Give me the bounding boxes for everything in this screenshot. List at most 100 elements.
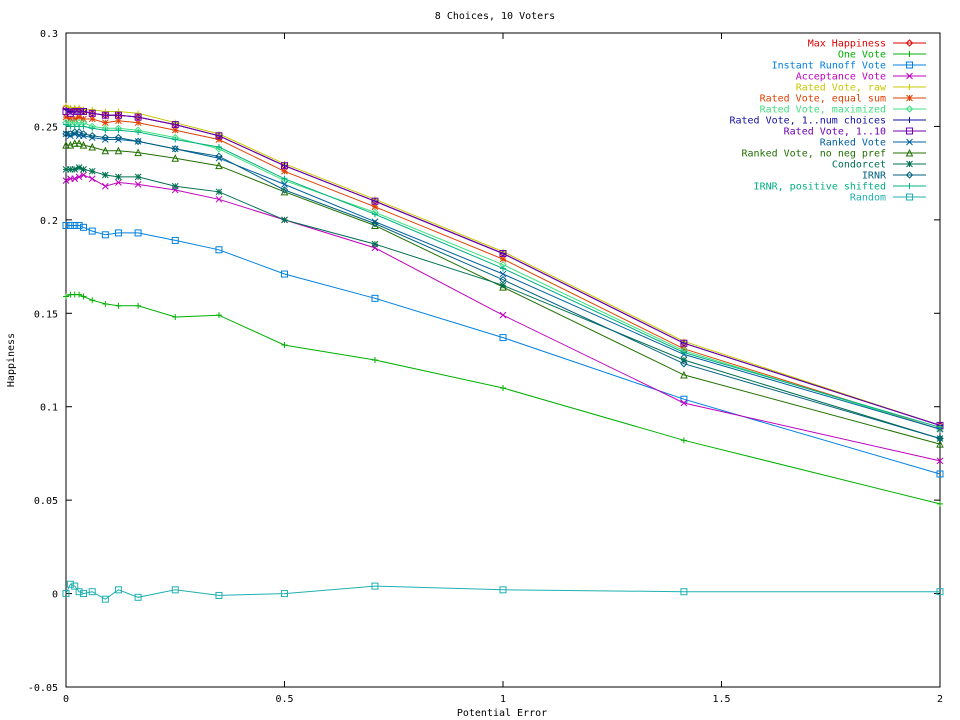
- chart-title: 8 Choices, 10 Voters: [435, 11, 555, 22]
- series-line: [65, 116, 941, 430]
- data-point: [62, 177, 70, 184]
- x-axis: 0 0.5 1 1.5 2: [63, 33, 943, 705]
- data-point: [134, 593, 142, 601]
- y-tick-label: 0.2: [40, 216, 58, 227]
- data-point: [499, 586, 507, 594]
- data-point: [906, 94, 913, 102]
- data-point: [101, 231, 109, 239]
- data-point: [114, 146, 123, 155]
- y-tick-label: 0.3: [40, 29, 58, 40]
- data-point: [215, 132, 223, 140]
- data-point: [75, 128, 83, 136]
- data-point: [102, 127, 109, 134]
- data-point: [680, 349, 687, 356]
- data-point: [680, 395, 688, 403]
- data-point: [906, 127, 913, 135]
- legend-label: Rated Vote, 1..10: [784, 127, 886, 138]
- series-2: [62, 221, 944, 478]
- data-point: [101, 133, 110, 142]
- data-point: [171, 145, 179, 153]
- series-line: [66, 131, 941, 439]
- data-point: [906, 117, 913, 123]
- data-point: [63, 121, 69, 128]
- data-point: [499, 311, 507, 319]
- data-point: [906, 183, 913, 189]
- data-point: [937, 500, 943, 507]
- data-point: [371, 294, 379, 302]
- legend-entry: Rated Vote, raw: [796, 83, 926, 94]
- data-point: [500, 265, 506, 272]
- series-line: [65, 111, 941, 426]
- data-point: [499, 249, 507, 257]
- data-point: [215, 143, 222, 150]
- x-tick-label: 1: [500, 694, 506, 705]
- data-point: [134, 181, 142, 188]
- data-point: [215, 161, 223, 170]
- legend-entry: Rated Vote, maximized: [760, 105, 926, 116]
- legend-label: Ranked Vote, no neg pref: [742, 149, 887, 160]
- y-axis: 0.3 0.25 0.2 0.15 0.1 0.05 0 -0.05: [28, 29, 940, 694]
- legend-entry: Rated Vote, 1..10: [784, 127, 926, 138]
- series-8: [62, 107, 944, 429]
- data-point: [62, 590, 70, 598]
- data-point: [905, 171, 914, 179]
- data-point: [71, 107, 79, 115]
- series-3: [62, 171, 944, 465]
- data-point: [280, 186, 289, 194]
- data-point: [171, 126, 179, 134]
- data-point: [134, 137, 142, 146]
- data-point: [80, 166, 87, 173]
- data-point: [79, 590, 87, 598]
- data-point: [499, 270, 507, 278]
- y-tick-label: 0.15: [34, 309, 58, 320]
- series-line: [65, 174, 941, 462]
- legend-entry: Condorcet: [832, 160, 926, 171]
- data-point: [215, 246, 223, 254]
- data-point: [905, 39, 914, 47]
- data-point: [937, 424, 943, 431]
- series-line: [66, 122, 941, 430]
- data-point: [135, 302, 142, 309]
- data-point: [62, 107, 70, 115]
- data-point: [101, 146, 110, 155]
- data-point: [680, 360, 688, 368]
- data-point: [79, 223, 87, 231]
- data-point: [215, 312, 222, 319]
- legend-entry: Rated Vote, equal sum: [760, 94, 926, 105]
- data-point: [281, 590, 288, 598]
- data-point: [499, 334, 507, 342]
- series-line: [65, 294, 941, 505]
- legend-entry: IRNR: [862, 171, 926, 182]
- data-point: [80, 115, 87, 123]
- y-tick-label: 0: [52, 590, 58, 601]
- legend-entry: Random: [850, 193, 926, 204]
- data-point: [80, 293, 87, 300]
- legend-entry: Rated Vote, 1..num choices: [729, 116, 926, 127]
- data-point: [88, 175, 96, 183]
- data-point: [88, 142, 97, 151]
- data-point: [371, 240, 379, 248]
- legend-label: Rated Vote, raw: [796, 83, 887, 94]
- data-point: [76, 291, 83, 298]
- legend-label: Rated Vote, 1..num choices: [729, 116, 886, 127]
- x-tick-label: 0.5: [275, 694, 293, 705]
- data-point: [63, 293, 69, 300]
- data-point: [680, 437, 687, 444]
- legend-label: Instant Runoff Vote: [772, 61, 886, 72]
- data-point: [134, 148, 142, 157]
- data-point: [906, 51, 913, 57]
- data-point: [70, 139, 79, 147]
- series-14: [62, 580, 944, 603]
- data-point: [88, 227, 96, 235]
- series-5: [62, 113, 944, 433]
- data-point: [80, 171, 87, 179]
- legend-label: Rated Vote, equal sum: [760, 94, 886, 105]
- data-point: [171, 236, 179, 244]
- data-point: [281, 270, 288, 278]
- data-point: [62, 221, 70, 229]
- data-point: [88, 115, 96, 123]
- y-tick-label: 0.05: [34, 496, 58, 507]
- data-point: [172, 314, 179, 321]
